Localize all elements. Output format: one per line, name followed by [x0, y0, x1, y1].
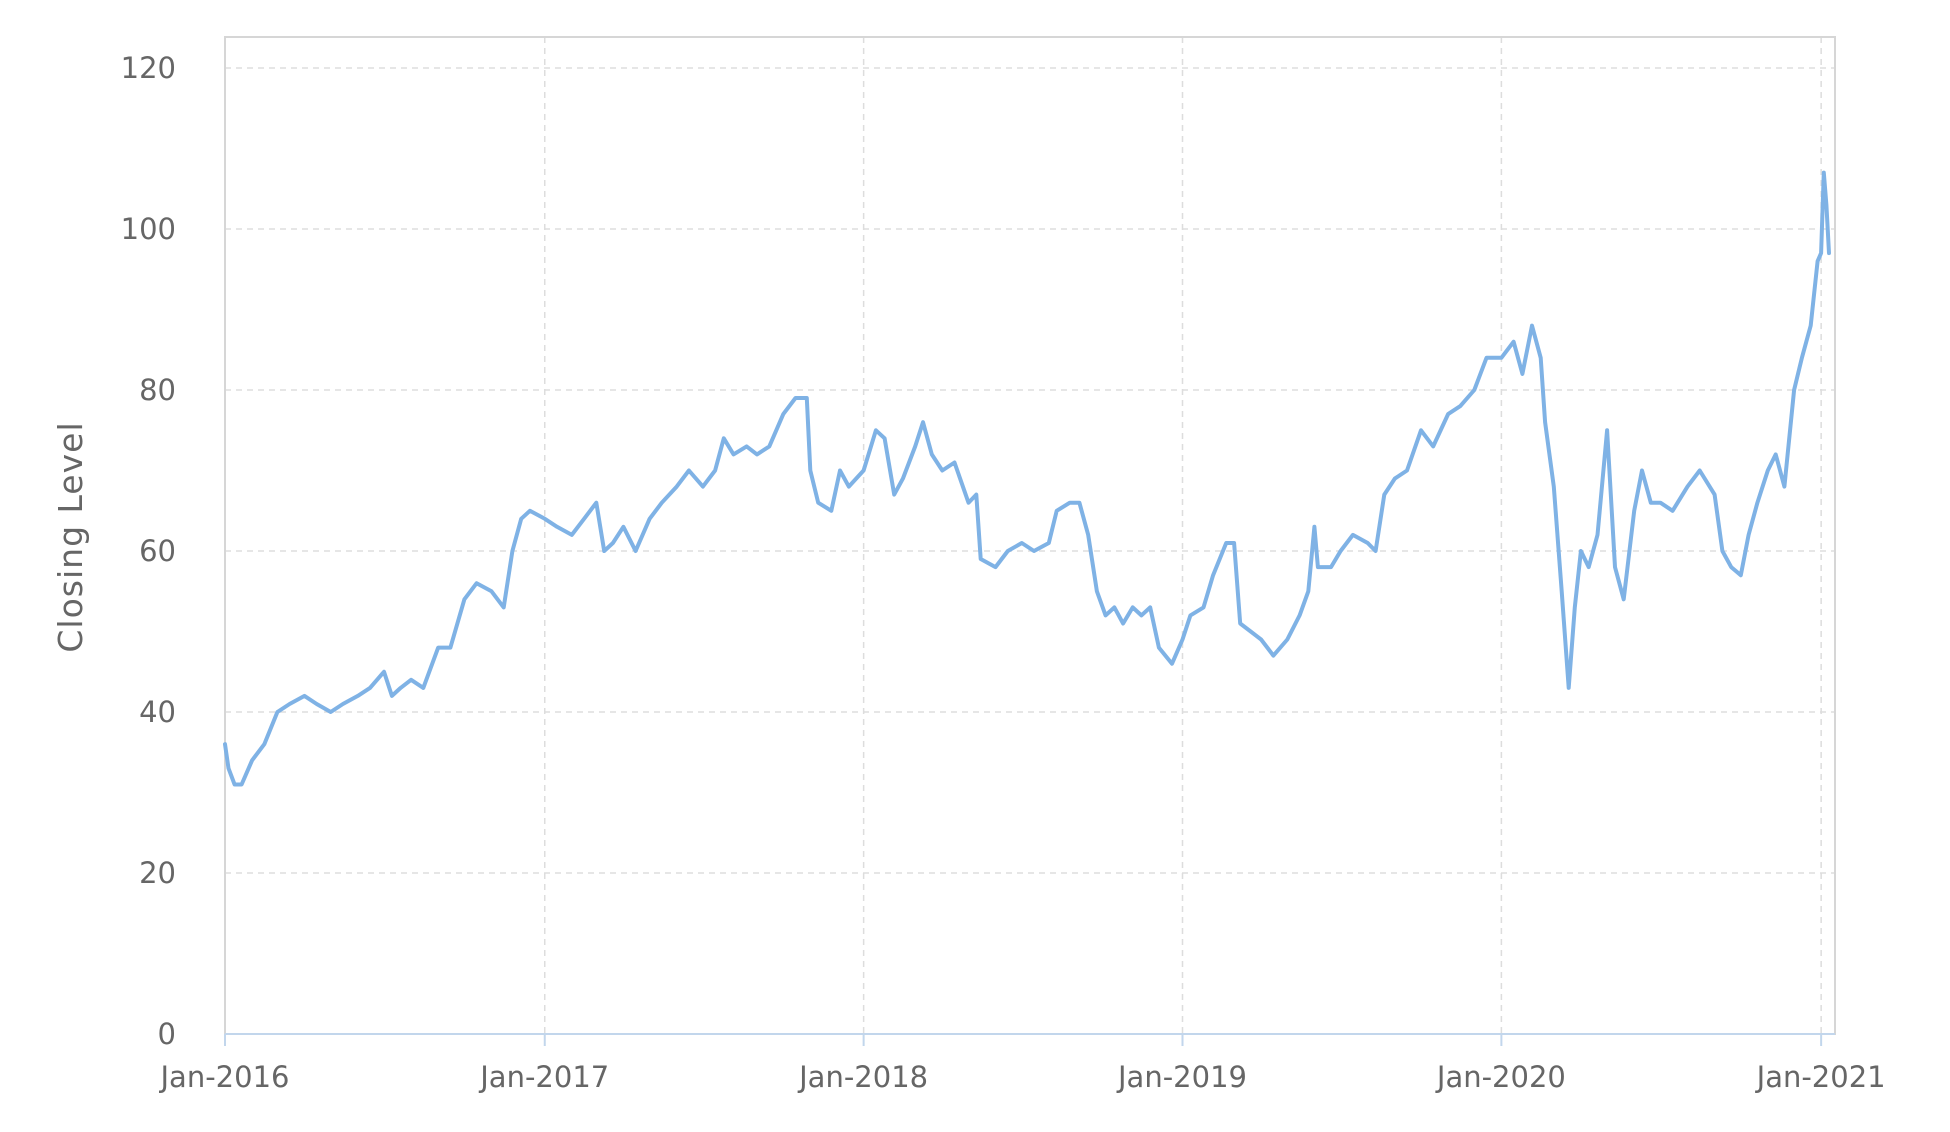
x-tick-label: Jan-2017 [478, 1060, 609, 1094]
y-tick-labels: 0 20 40 60 80 100 120 [121, 51, 176, 1051]
grid-layer [224, 37, 1835, 1034]
y-tick-label: 0 [158, 1017, 176, 1051]
x-tick-label: Jan-2020 [1435, 1060, 1566, 1094]
plot-area-frame [224, 36, 1836, 1035]
y-tick-label: 60 [139, 534, 176, 568]
y-tick-label: 80 [139, 373, 176, 407]
x-tick-label: Jan-2021 [1755, 1060, 1886, 1094]
x-tick-label: Jan-2018 [797, 1060, 928, 1094]
series-layer [223, 170, 1831, 787]
y-tick-label: 120 [121, 51, 176, 85]
x-tick-label: Jan-2019 [1116, 1060, 1247, 1094]
y-tick-label: 100 [121, 212, 176, 246]
y-axis-title: Closing Level [51, 421, 90, 652]
x-tick-label: Jan-2016 [159, 1060, 290, 1094]
y-tick-label: 20 [139, 856, 176, 890]
y-tick-label: 40 [139, 695, 176, 729]
x-axis: Jan-2016 Jan-2017 Jan-2018 Jan-2019 Jan-2020… [159, 1033, 1886, 1094]
series-line [223, 170, 1831, 787]
